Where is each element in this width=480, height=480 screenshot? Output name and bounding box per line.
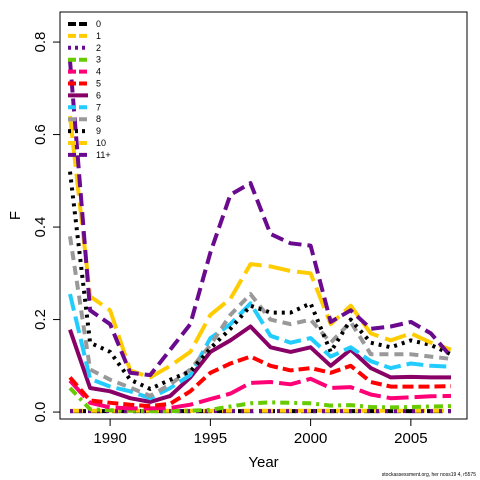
legend-label: 8 [96,114,101,124]
legend-label: 3 [96,55,101,65]
series-layer [68,60,453,414]
legend-label: 2 [96,43,101,53]
legend-label: 7 [96,102,101,112]
legend: 0 1 2 3 4 56 7 8 9 10 11+ [68,19,111,160]
y-tick-label: 0.6 [32,124,49,145]
legend-label: 1 [96,31,101,41]
x-tick-label: 2005 [394,430,427,447]
y-axis-title: F [7,211,24,220]
y-tick-label: 0.4 [32,217,49,238]
y-axis: 0.0 0.2 0.4 0.6 0.8 [32,32,61,423]
series-line-6 [68,324,451,404]
legend-label: 11+ [96,150,111,160]
legend-label: 9 [96,126,101,136]
y-tick-label: 0.2 [32,309,49,330]
plot-frame [59,11,468,420]
series-line-9 [68,171,452,391]
series-line-8 [68,236,452,398]
x-tick-label: 1990 [93,430,126,447]
series-line-3 [68,386,452,414]
legend-label: 6 [96,90,101,100]
x-tick-label: 2000 [294,430,327,447]
series-line-11plus [68,60,453,378]
legend-label: 4 [96,67,101,77]
legend-label: 0 [96,19,101,29]
y-tick-label: 0.0 [32,402,49,423]
x-axis-title: Year [248,454,278,471]
x-tick-label: 1995 [194,430,227,447]
series-line-5 [68,354,452,409]
series-line-7 [68,293,452,401]
legend-label: 5 [96,79,101,89]
x-axis: 1990 1995 2000 2005 [93,418,428,447]
series-line-4 [68,376,452,411]
credit-text: stockassessment.org, her noss19 4, r5575 [382,472,476,478]
y-tick-label: 0.8 [32,32,49,53]
legend-label: 10 [96,138,106,148]
